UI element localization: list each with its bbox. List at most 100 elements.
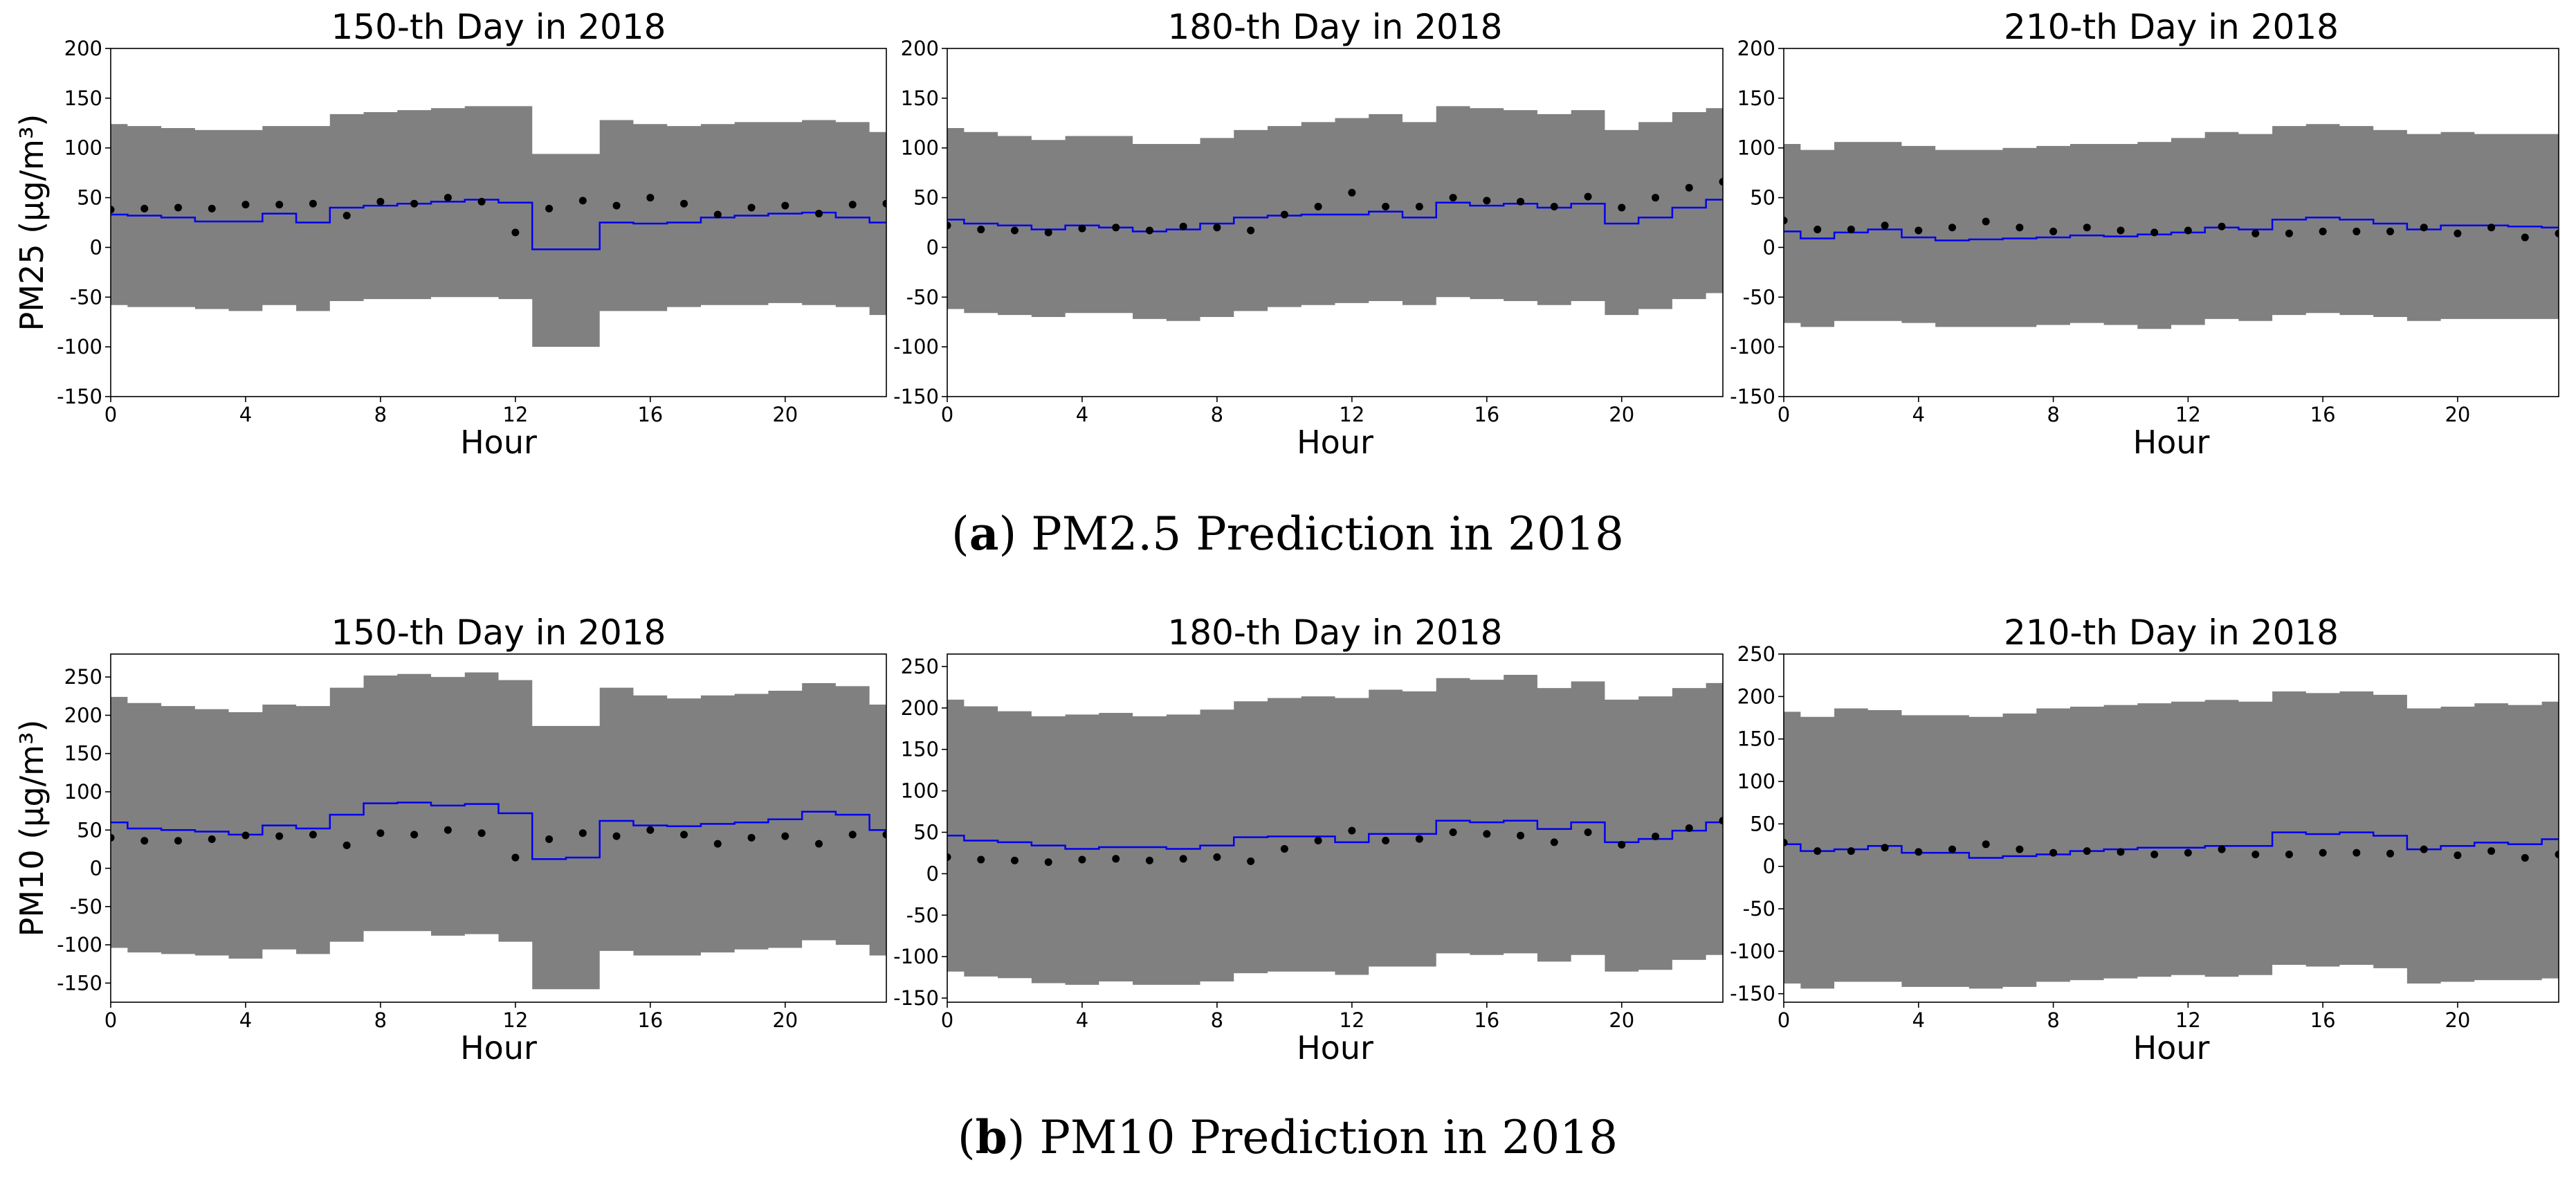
y-axis-label: PM10 (μg/m³) xyxy=(13,720,51,937)
interval-band xyxy=(111,106,886,347)
observed-point xyxy=(815,210,823,218)
chart-panel: 0 4 8 12 16 20 -150 -100 -50 0 50 100 150 200 250 210-t… xyxy=(1730,613,2559,1067)
observed-point xyxy=(2150,228,2159,237)
observed-point xyxy=(111,206,115,214)
observed-point xyxy=(2454,229,2462,237)
x-tick-label: 20 xyxy=(2445,1008,2470,1032)
observed-point xyxy=(977,226,985,234)
observed-point xyxy=(241,201,250,209)
observed-point xyxy=(376,829,385,837)
observed-point xyxy=(275,201,284,209)
x-tick-label: 16 xyxy=(2310,403,2336,426)
y-tick-label: -50 xyxy=(70,895,102,918)
observed-point xyxy=(1449,828,1457,836)
observed-point xyxy=(174,203,182,212)
y-tick-label: -150 xyxy=(893,986,939,1010)
observed-point xyxy=(1881,844,1889,852)
y-tick-label: -50 xyxy=(906,285,939,309)
x-tick-label: 0 xyxy=(941,1008,953,1032)
observed-point xyxy=(1618,840,1626,849)
chart-title: 150-th Day in 2018 xyxy=(331,613,666,653)
y-tick-label: 50 xyxy=(1750,812,1775,835)
x-tick-label: 12 xyxy=(1339,403,1364,426)
observed-point xyxy=(1881,221,1889,230)
observed-point xyxy=(1685,183,1693,192)
observed-point xyxy=(208,204,216,212)
observed-point xyxy=(2555,851,2559,859)
observed-point xyxy=(1652,194,1660,202)
y-tick-label: -100 xyxy=(1730,335,1775,359)
x-tick-label: 8 xyxy=(374,1008,387,1032)
y-tick-label: 50 xyxy=(913,820,939,844)
observed-point xyxy=(1247,226,1255,235)
observed-point xyxy=(848,831,857,839)
x-tick-label: 0 xyxy=(1778,1008,1790,1032)
observed-point xyxy=(2184,849,2192,857)
y-tick-label: 250 xyxy=(1737,642,1775,666)
observed-point xyxy=(2319,227,2327,235)
y-tick-label: 150 xyxy=(901,738,939,761)
observed-point xyxy=(882,831,886,839)
observed-point xyxy=(1078,855,1086,864)
plot-area xyxy=(947,674,1723,985)
x-tick-label: 4 xyxy=(1076,403,1088,426)
observed-point xyxy=(174,837,182,845)
x-tick-label: 16 xyxy=(1474,1008,1499,1032)
y-tick-label: -100 xyxy=(57,933,102,957)
observed-point xyxy=(947,221,951,230)
chart-panel: 0 4 8 12 16 20 -150 -100 -50 0 50 100 150 200 250 180-t… xyxy=(893,613,1724,1067)
observed-point xyxy=(511,853,520,862)
axes-frame xyxy=(947,48,1724,397)
y-tick-label: -150 xyxy=(1730,385,1775,408)
observed-point xyxy=(578,829,587,837)
interval-band xyxy=(1784,124,2559,329)
observed-point xyxy=(2487,847,2496,855)
y-tick-label: 150 xyxy=(64,87,102,110)
caption-b: (b) PM10 Prediction in 2018 xyxy=(958,1110,1618,1164)
y-tick-label: 150 xyxy=(901,87,939,110)
x-tick-label: 12 xyxy=(502,1008,528,1032)
observed-point xyxy=(713,210,722,219)
observed-point xyxy=(1213,853,1221,861)
x-tick-label: 16 xyxy=(637,403,663,426)
observed-point xyxy=(1449,194,1457,202)
x-tick-label: 8 xyxy=(2047,1008,2059,1032)
observed-point xyxy=(781,201,789,210)
x-tick-label: 16 xyxy=(2310,1008,2336,1032)
observed-point xyxy=(1044,228,1052,237)
axes-frame xyxy=(1783,653,2559,1003)
x-tick-label: 20 xyxy=(772,403,798,426)
x-tick-label: 4 xyxy=(239,1008,252,1032)
y-tick-label: 0 xyxy=(90,857,102,880)
axes-frame xyxy=(110,48,887,397)
y-tick-label: 100 xyxy=(64,136,102,160)
observed-point xyxy=(342,211,351,219)
observed-point xyxy=(2521,853,2529,862)
observed-point xyxy=(444,194,452,202)
observed-point xyxy=(1112,855,1120,863)
x-tick-label: 12 xyxy=(2175,403,2201,426)
x-tick-label: 12 xyxy=(2175,1008,2201,1032)
plot-area xyxy=(947,106,1723,321)
y-tick-label: 250 xyxy=(901,655,939,678)
y-tick-label: -100 xyxy=(893,945,939,968)
observed-point xyxy=(275,832,284,840)
y-tick-label: 50 xyxy=(77,186,102,210)
observed-point xyxy=(2521,233,2529,242)
observed-point xyxy=(2016,224,2024,232)
observed-point xyxy=(1915,226,1923,235)
observed-point xyxy=(511,228,520,237)
caption-b-letter: b xyxy=(976,1110,1007,1164)
y-tick-label: 150 xyxy=(1737,727,1775,751)
observed-point xyxy=(1618,203,1626,212)
observed-point xyxy=(1179,222,1187,230)
observed-point xyxy=(477,197,486,206)
observed-point xyxy=(410,199,419,208)
observed-point xyxy=(1415,203,1423,211)
y-tick-label: 0 xyxy=(926,235,939,259)
observed-point xyxy=(1179,855,1187,863)
observed-point xyxy=(241,831,250,840)
observed-point xyxy=(1948,224,1956,232)
prediction-line xyxy=(111,199,886,251)
y-tick-label: -50 xyxy=(70,285,102,309)
